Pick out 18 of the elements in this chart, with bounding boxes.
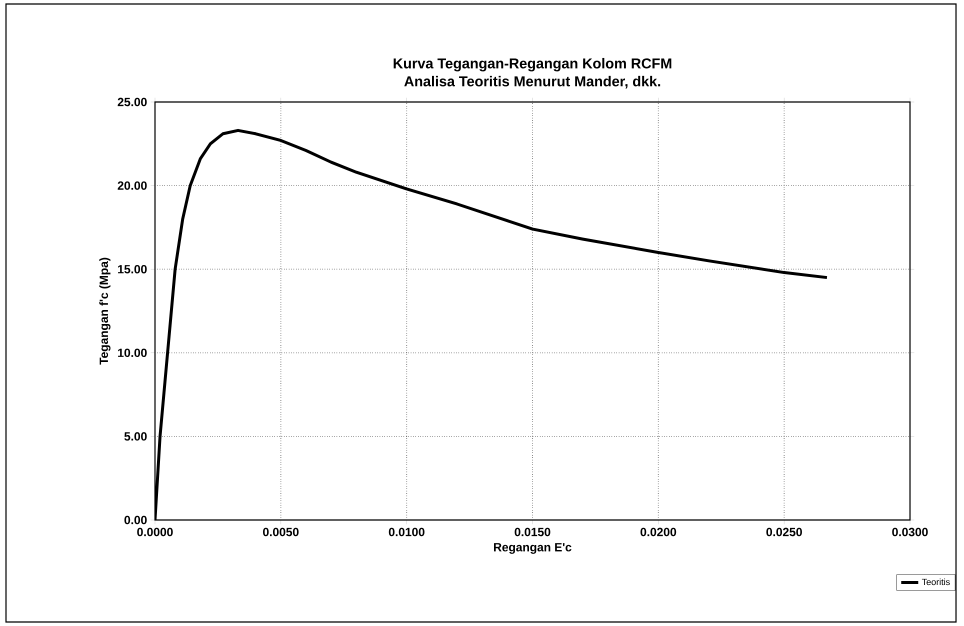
x-tick-label: 0.0000 <box>137 528 173 536</box>
y-tick-label: 10.00 <box>118 348 147 358</box>
y-tick-label: 5.00 <box>124 432 147 441</box>
chart-subtitle: Analisa Teoritis Menurut Mander, dkk. <box>404 76 660 88</box>
y-axis-title: Tegangan f'c (Mpa) <box>99 258 110 365</box>
y-tick-label: 15.00 <box>118 264 147 274</box>
legend-label: Teoritis <box>922 578 950 586</box>
x-axis-title: Regangan E'c <box>494 543 572 554</box>
y-tick-label: 0.00 <box>124 516 147 524</box>
x-tick-label: 0.0100 <box>388 528 424 536</box>
x-tick-label: 0.0050 <box>263 528 299 536</box>
x-tick-label: 0.0200 <box>640 528 676 536</box>
x-tick-label: 0.0150 <box>514 528 550 536</box>
x-tick-label: 0.0250 <box>766 528 802 536</box>
y-tick-label: 20.00 <box>118 181 147 190</box>
x-tick-label: 0.0300 <box>892 528 928 536</box>
chart-title: Kurva Tegangan-Regangan Kolom RCFM <box>394 58 672 72</box>
y-tick-label: 25.00 <box>118 98 147 106</box>
